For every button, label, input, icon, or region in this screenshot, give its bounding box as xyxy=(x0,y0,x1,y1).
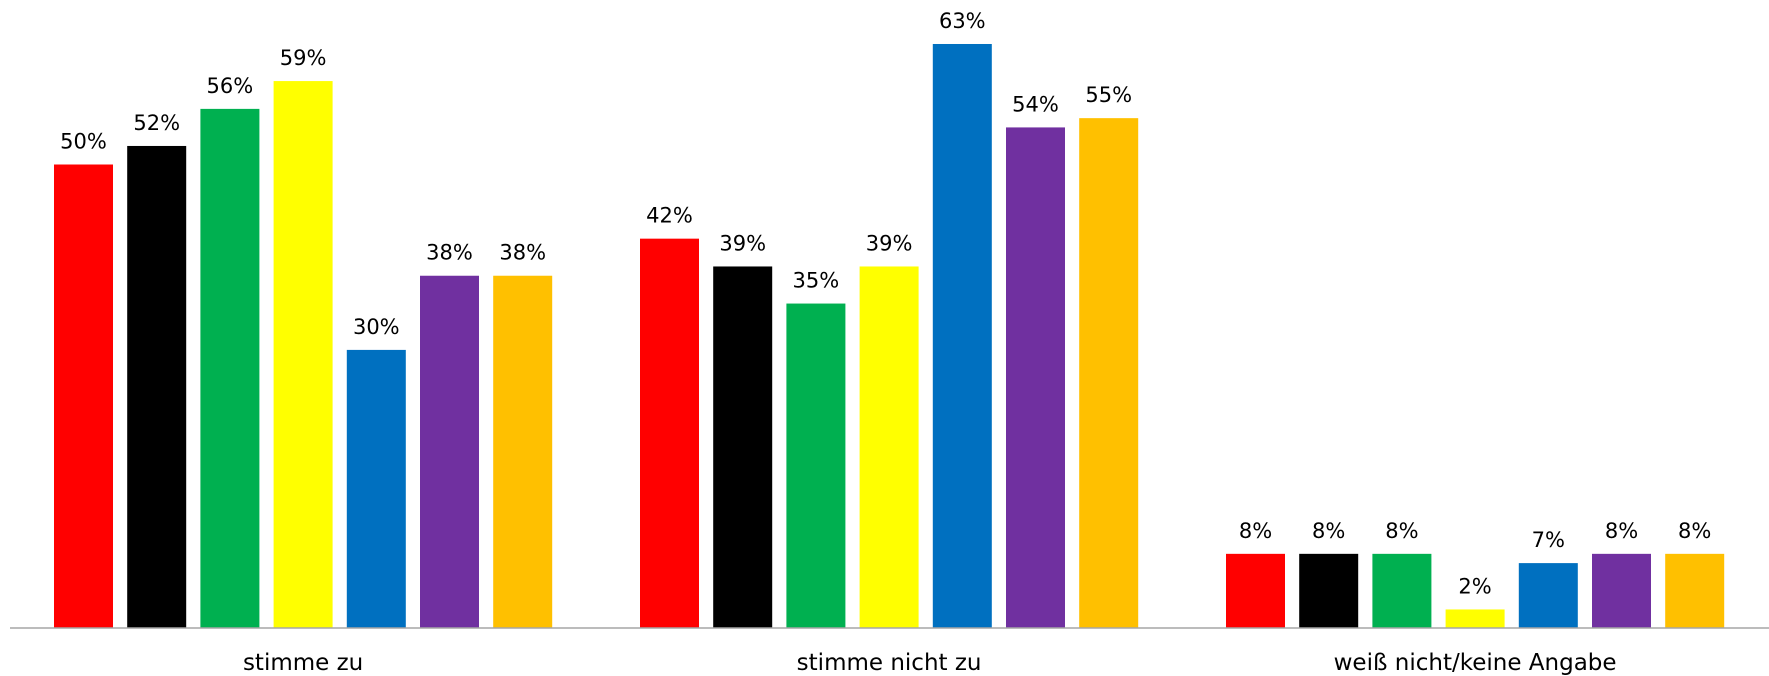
bar-stimme-nicht-zu-6 xyxy=(1006,127,1065,629)
data-label-stimme-zu-4: 59% xyxy=(280,46,327,70)
data-label-stimme-zu-5: 30% xyxy=(353,315,400,339)
bars-layer xyxy=(54,43,1725,629)
bar-wei-nicht-keine-angabe-3 xyxy=(1372,553,1432,628)
bar-stimme-zu-5 xyxy=(346,349,406,628)
bar-wei-nicht-keine-angabe-4 xyxy=(1445,609,1505,628)
data-label-stimme-zu-1: 50% xyxy=(60,130,107,154)
bar-wei-nicht-keine-angabe-1 xyxy=(1226,553,1285,628)
bar-wei-nicht-keine-angabe-7 xyxy=(1665,553,1725,628)
bar-stimme-zu-2 xyxy=(127,145,187,628)
bar-stimme-zu-3 xyxy=(200,108,260,628)
data-label-stimme-zu-7: 38% xyxy=(499,241,546,265)
bar-stimme-zu-1 xyxy=(54,164,113,628)
value-labels-layer: 50% 52% 56% 59% 30% 38% 38% 42% 39% 35% 39% 63% 54% 5… xyxy=(60,9,1711,598)
bar-stimme-zu-7 xyxy=(493,275,553,628)
bar-wei-nicht-keine-angabe-6 xyxy=(1592,553,1651,628)
data-label-stimme-zu-3: 56% xyxy=(207,74,254,98)
bar-stimme-nicht-zu-4 xyxy=(859,266,919,628)
data-label-wei-nicht-keine-angabe-3: 8% xyxy=(1385,519,1418,543)
data-label-wei-nicht-keine-angabe-2: 8% xyxy=(1312,519,1345,543)
data-label-stimme-nicht-zu-1: 42% xyxy=(646,204,693,228)
bar-stimme-zu-6 xyxy=(420,275,479,628)
data-label-stimme-zu-2: 52% xyxy=(133,111,180,135)
data-label-stimme-nicht-zu-6: 54% xyxy=(1012,92,1059,116)
data-label-wei-nicht-keine-angabe-7: 8% xyxy=(1678,519,1711,543)
bar-stimme-nicht-zu-2 xyxy=(713,266,773,628)
data-label-wei-nicht-keine-angabe-1: 8% xyxy=(1239,519,1272,543)
data-label-stimme-nicht-zu-4: 39% xyxy=(866,231,913,255)
data-label-stimme-nicht-zu-5: 63% xyxy=(939,9,986,33)
bar-stimme-nicht-zu-1 xyxy=(640,238,699,628)
category-label-wei-nicht-keine-angabe: weiß nicht/keine Angabe xyxy=(1334,650,1617,676)
data-label-wei-nicht-keine-angabe-5: 7% xyxy=(1532,528,1565,552)
data-label-stimme-nicht-zu-3: 35% xyxy=(793,269,840,293)
data-label-wei-nicht-keine-angabe-6: 8% xyxy=(1605,519,1638,543)
bar-stimme-nicht-zu-7 xyxy=(1079,118,1139,629)
data-label-stimme-nicht-zu-2: 39% xyxy=(719,231,766,255)
data-label-wei-nicht-keine-angabe-4: 2% xyxy=(1458,574,1491,598)
data-label-stimme-zu-6: 38% xyxy=(426,241,473,265)
bar-wei-nicht-keine-angabe-5 xyxy=(1518,563,1578,628)
category-label-stimme-nicht-zu: stimme nicht zu xyxy=(797,650,982,676)
bar-stimme-nicht-zu-5 xyxy=(932,43,992,629)
category-label-stimme-zu: stimme zu xyxy=(243,650,363,676)
bar-wei-nicht-keine-angabe-2 xyxy=(1299,553,1359,628)
bar-stimme-zu-4 xyxy=(273,81,333,628)
data-label-stimme-nicht-zu-7: 55% xyxy=(1085,83,1132,107)
category-labels-layer: stimme zu stimme nicht zu weiß nicht/keine… xyxy=(243,650,1617,676)
bar-stimme-nicht-zu-3 xyxy=(786,303,846,628)
